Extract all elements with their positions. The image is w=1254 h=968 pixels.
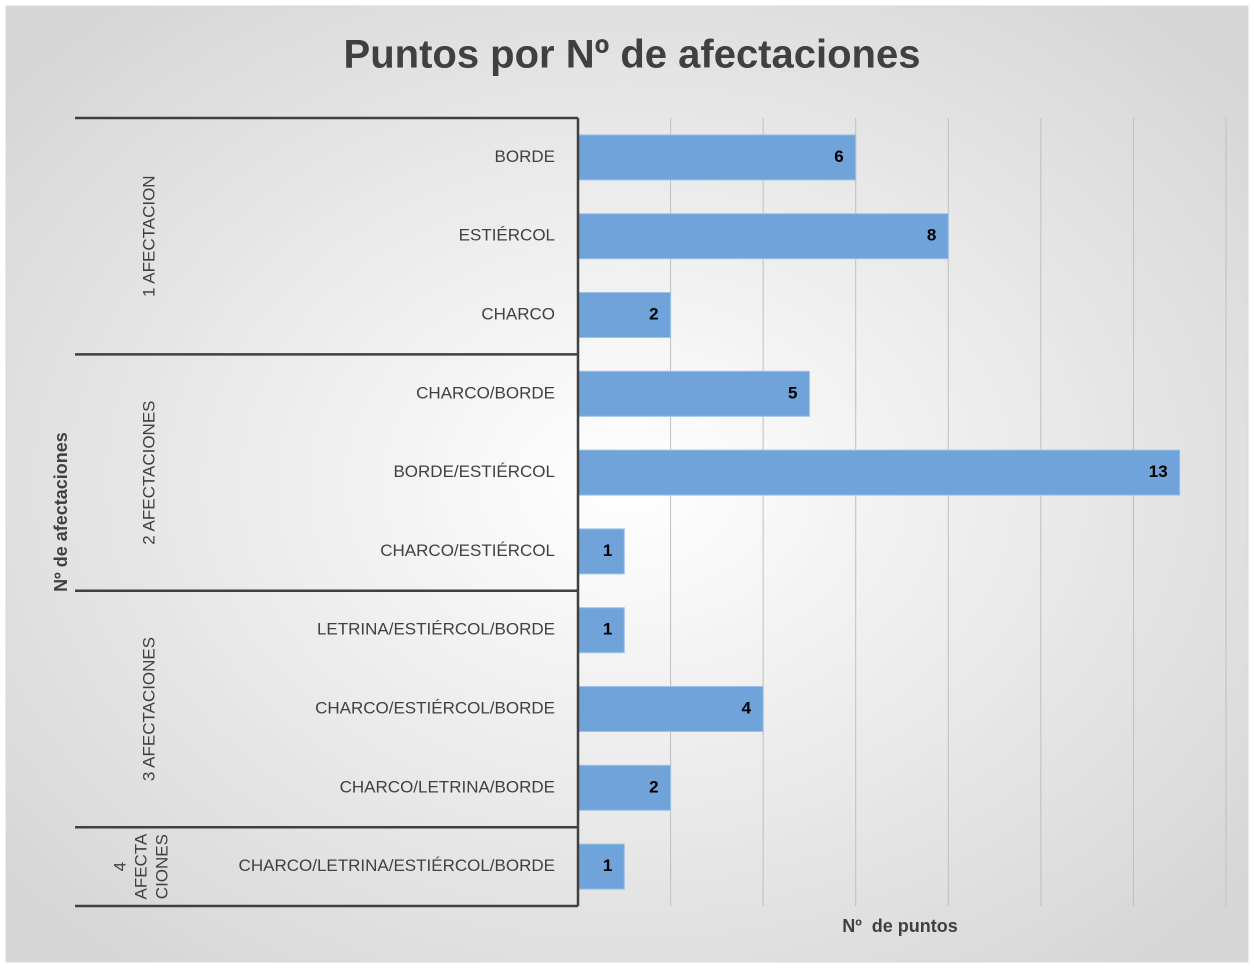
group-label: CIONES: [152, 834, 171, 899]
bar: [577, 449, 1181, 496]
category-label: ESTIÉRCOL: [459, 226, 555, 245]
category-label: CHARCO/ESTIÉRCOL: [380, 541, 555, 560]
value-label: 2: [649, 777, 658, 796]
value-label: 8: [927, 226, 936, 245]
value-label: 5: [788, 383, 797, 402]
value-label: 1: [603, 620, 612, 639]
category-label: BORDE: [495, 147, 555, 166]
group-label: 4: [110, 862, 129, 871]
value-label: 6: [834, 147, 843, 166]
category-label: CHARCO/BORDE: [416, 383, 555, 402]
bar: [577, 528, 625, 575]
category-label: CHARCO/ESTIÉRCOL/BORDE: [315, 698, 555, 717]
value-label: 1: [603, 856, 612, 875]
value-label: 2: [649, 304, 658, 323]
value-label: 1: [603, 541, 612, 560]
group-label: 1 AFECTACION: [139, 175, 158, 297]
category-label: CHARCO/LETRINA/ESTIÉRCOL/BORDE: [239, 856, 555, 875]
bar: [577, 292, 672, 338]
bar: [577, 370, 810, 417]
bar: [577, 134, 857, 181]
y-axis-title: Nº de afectaciones: [51, 432, 71, 592]
value-label: 4: [742, 698, 752, 717]
category-label: CHARCO/LETRINA/BORDE: [340, 777, 555, 796]
category-label: LETRINA/ESTIÉRCOL/BORDE: [317, 620, 555, 639]
group-label: AFECTA: [131, 833, 150, 899]
x-axis-title: Nº de puntos: [842, 916, 958, 936]
bar: [577, 843, 625, 890]
group-label: 3 AFECTACIONES: [139, 637, 158, 781]
bar: [577, 607, 625, 654]
chart-title: Puntos por Nº de afectaciones: [344, 33, 921, 77]
bar: [577, 213, 949, 260]
category-label: CHARCO: [481, 304, 555, 323]
group-label: 2 AFECTACIONES: [139, 400, 158, 544]
bar: [577, 764, 672, 811]
value-label: 13: [1149, 462, 1168, 481]
bar: [577, 686, 764, 732]
category-label: BORDE/ESTIÉRCOL: [393, 462, 555, 481]
